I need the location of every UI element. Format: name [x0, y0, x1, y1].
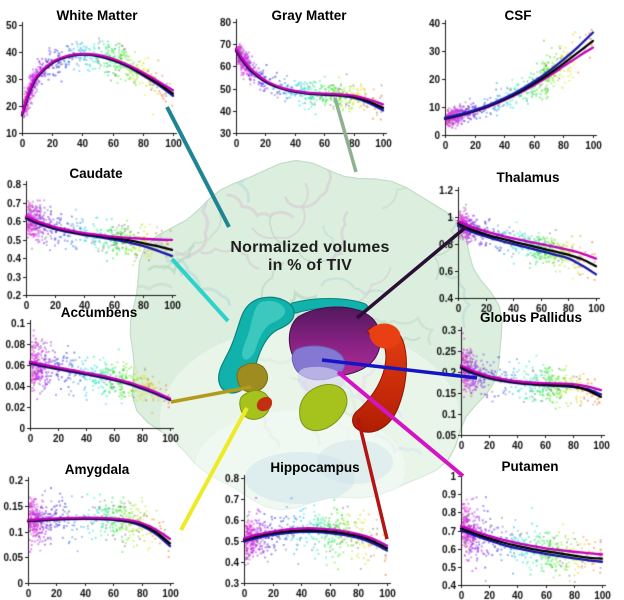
center-label-line1: Normalized volumes — [230, 239, 390, 256]
plot-title-hippocampus: Hippocampus — [270, 460, 360, 475]
panel-csf: CSF — [416, 6, 624, 152]
plot-title-globus-pallidus: Globus Pallidus — [479, 310, 583, 325]
hippocampus-knob-structure — [369, 323, 401, 349]
plot-title-thalamus: Thalamus — [496, 170, 560, 185]
csf-plot — [416, 6, 624, 152]
panel-amygdala: Amygdala — [0, 460, 198, 600]
red-sliver-structure — [256, 396, 273, 412]
panel-accumbens: Accumbens — [0, 304, 198, 448]
globus-pallidus-plot — [426, 310, 624, 454]
accumbens-plot — [0, 304, 198, 448]
amygdala-plot — [0, 460, 198, 600]
panel-globus-pallidus: Globus Pallidus — [426, 310, 624, 454]
panel-gray-matter: Gray Matter — [208, 6, 404, 152]
putamen-plot — [426, 456, 624, 600]
plot-title-csf: CSF — [504, 8, 532, 23]
plot-title-putamen: Putamen — [501, 459, 559, 474]
panel-hippocampus: Hippocampus — [212, 458, 410, 600]
white-matter-plot — [0, 6, 192, 152]
panel-thalamus: Thalamus — [428, 168, 624, 314]
hippocampus-plot — [212, 458, 410, 600]
panel-white-matter: White Matter — [0, 6, 192, 152]
center-label-line2: in % of TIV — [268, 256, 352, 274]
plot-title-amygdala: Amygdala — [64, 462, 130, 477]
caudate-highlight — [242, 300, 286, 360]
caudate-plot — [0, 166, 198, 314]
accumbens-structure — [236, 362, 269, 393]
plot-title-white-matter: White Matter — [56, 8, 138, 23]
plot-title-caudate: Caudate — [69, 166, 123, 181]
plot-title-accumbens: Accumbens — [60, 305, 138, 320]
panel-caudate: Caudate — [0, 166, 198, 314]
gray-matter-plot — [208, 6, 404, 152]
panel-putamen: Putamen — [426, 456, 624, 600]
thalamus-plot — [428, 168, 624, 314]
plot-title-gray-matter: Gray Matter — [271, 8, 347, 23]
center-label: Normalized volumes in % of TIV — [230, 239, 389, 274]
